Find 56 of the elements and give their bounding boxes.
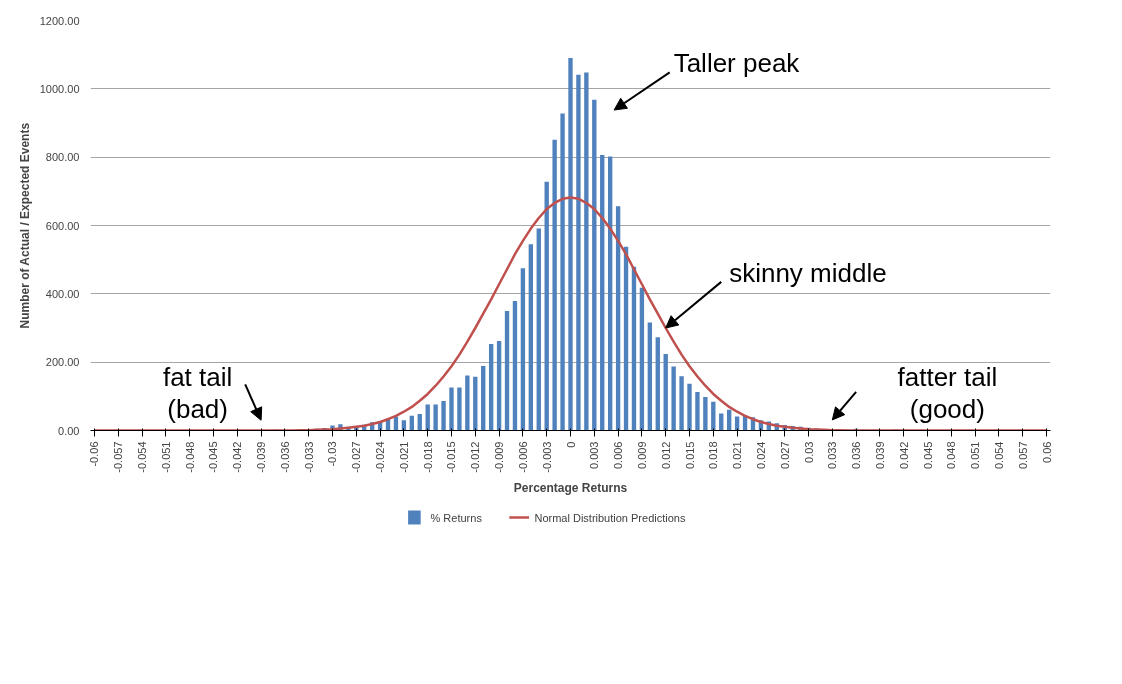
x-tick-label: -0.051 bbox=[159, 441, 172, 473]
x-tick-label: 0.033 bbox=[826, 441, 839, 470]
legend-label: % Returns bbox=[430, 511, 483, 524]
x-tick-label: -0.06 bbox=[88, 441, 101, 467]
x-tick-label: -0.018 bbox=[421, 441, 434, 473]
annotation: fatter tail (good) bbox=[897, 361, 998, 424]
x-tick-label: 0.054 bbox=[992, 441, 1005, 470]
x-tick-label: 0.048 bbox=[945, 441, 958, 470]
x-tick-label: -0.024 bbox=[374, 441, 387, 473]
x-tick-label: 0.039 bbox=[873, 441, 886, 470]
x-tick-label: -0.048 bbox=[183, 441, 196, 473]
x-tick-label: 0.045 bbox=[921, 441, 934, 470]
y-tick-label: 800.00 bbox=[45, 151, 80, 164]
x-tick-label: 0.021 bbox=[731, 441, 744, 470]
x-tick-label: 0.03 bbox=[802, 441, 815, 463]
x-tick-label: 0 bbox=[564, 441, 577, 448]
x-tick-label: 0.042 bbox=[897, 441, 910, 470]
x-tick-label: -0.042 bbox=[231, 441, 244, 473]
x-tick-label: 0.057 bbox=[1016, 441, 1029, 470]
y-tick-label: 1200.00 bbox=[39, 14, 80, 27]
x-axis-title: Percentage Returns bbox=[513, 480, 628, 495]
legend-label: Normal Distribution Predictions bbox=[534, 511, 686, 524]
annotation: fat tail (bad) bbox=[162, 361, 233, 424]
y-tick-label: 1000.00 bbox=[39, 82, 80, 95]
x-tick-label: 0.009 bbox=[635, 441, 648, 470]
y-tick-label: 0.00 bbox=[58, 424, 80, 437]
y-tick-label: 400.00 bbox=[45, 287, 80, 300]
x-tick-label: 0.018 bbox=[707, 441, 720, 470]
x-tick-label: 0.012 bbox=[659, 441, 672, 470]
x-tick-label: -0.027 bbox=[350, 441, 363, 473]
x-tick-label: -0.006 bbox=[516, 441, 529, 473]
x-tick-label: -0.009 bbox=[493, 441, 506, 473]
y-axis-title: Number of Actual / Expected Events bbox=[17, 122, 32, 329]
x-tick-label: 0.024 bbox=[754, 441, 767, 470]
x-tick-label: -0.045 bbox=[207, 441, 220, 473]
x-tick-label: 0.027 bbox=[778, 441, 791, 470]
x-tick-label: -0.054 bbox=[136, 441, 149, 473]
x-tick-label: -0.036 bbox=[278, 441, 291, 473]
x-tick-label: 0.015 bbox=[683, 441, 696, 470]
x-tick-label: -0.039 bbox=[255, 441, 268, 473]
x-tick-label: -0.015 bbox=[445, 441, 458, 473]
annotation: skinny middle bbox=[729, 258, 887, 289]
x-tick-label: -0.033 bbox=[302, 441, 315, 473]
y-tick-label: 200.00 bbox=[45, 356, 80, 369]
y-tick-label: 600.00 bbox=[45, 219, 80, 232]
x-tick-label: 0.051 bbox=[969, 441, 982, 470]
x-tick-label: -0.003 bbox=[540, 441, 553, 473]
x-tick-label: 0.003 bbox=[588, 441, 601, 470]
x-tick-label: -0.012 bbox=[469, 441, 482, 473]
x-tick-label: 0.06 bbox=[1040, 441, 1053, 463]
x-tick-label: 0.036 bbox=[850, 441, 863, 470]
x-tick-label: -0.03 bbox=[326, 441, 339, 467]
x-tick-label: 0.006 bbox=[612, 441, 625, 470]
x-tick-label: -0.021 bbox=[397, 441, 410, 473]
x-tick-label: -0.057 bbox=[112, 441, 125, 473]
annotation: Taller peak bbox=[673, 48, 801, 79]
